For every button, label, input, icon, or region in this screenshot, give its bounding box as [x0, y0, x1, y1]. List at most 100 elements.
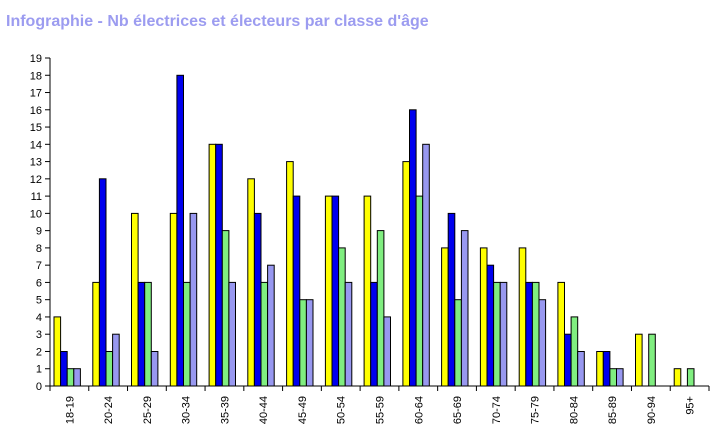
x-tick-label-95+: 95+ — [685, 396, 697, 415]
bars-group — [53, 74, 695, 387]
bar-75-79-series-4 — [538, 299, 547, 387]
bar-70-74-series-4 — [499, 281, 508, 387]
bar-80-84-series-3 — [570, 316, 579, 387]
bar-30-34-series-2 — [176, 74, 184, 387]
bar-20-24-series-3 — [105, 351, 114, 387]
bar-25-29-series-1 — [131, 212, 139, 387]
bar-30-34-series-3 — [183, 281, 191, 387]
bar-45-49-series-3 — [299, 299, 307, 387]
bar-90-94-series-3 — [648, 333, 656, 387]
x-tick-label-45-49: 45-49 — [297, 396, 309, 424]
bar-25-29-series-2 — [137, 281, 146, 387]
x-tick-label-85-89: 85-89 — [607, 396, 619, 424]
bar-35-39-series-2 — [215, 143, 223, 387]
bar-45-49-series-2 — [292, 195, 301, 387]
bar-25-29-series-4 — [150, 351, 159, 387]
bar-70-74-series-2 — [486, 264, 495, 387]
bar-35-39-series-1 — [208, 143, 217, 387]
bar-18-19-series-1 — [53, 316, 62, 387]
bar-85-89-series-2 — [602, 351, 611, 387]
bar-55-59-series-1 — [363, 195, 372, 387]
bar-65-69-series-1 — [441, 247, 449, 387]
y-tick-label-6: 6 — [36, 277, 42, 289]
y-tick-label-19: 19 — [30, 53, 42, 65]
y-tick-label-18: 18 — [30, 70, 42, 82]
bar-55-59-series-4 — [383, 316, 391, 387]
bar-60-64-series-2 — [409, 109, 417, 387]
bar-75-79-series-1 — [518, 247, 527, 387]
y-tick-label-9: 9 — [36, 226, 42, 238]
x-tick-label-70-74: 70-74 — [491, 396, 503, 424]
y-tick-label-1: 1 — [36, 364, 42, 376]
x-tick-label-35-39: 35-39 — [219, 396, 231, 424]
x-tick-label-40-44: 40-44 — [258, 396, 270, 424]
y-tick-label-2: 2 — [36, 346, 42, 358]
y-tick-label-13: 13 — [30, 157, 42, 169]
bar-80-84-series-4 — [577, 351, 585, 387]
y-tick-label-10: 10 — [30, 208, 42, 220]
x-tick-label-30-34: 30-34 — [181, 396, 193, 424]
bar-50-54-series-1 — [324, 195, 333, 387]
bar-20-24-series-4 — [112, 333, 120, 387]
x-tick-label-18-19: 18-19 — [64, 396, 76, 424]
y-tick-label-17: 17 — [30, 88, 42, 100]
x-tick-label-65-69: 65-69 — [452, 396, 464, 424]
y-tick-label-14: 14 — [30, 139, 42, 151]
y-tick-label-4: 4 — [36, 312, 42, 324]
bar-20-24-series-1 — [92, 281, 100, 387]
chart-title: Infographie - Nb électrices et électeurs… — [6, 13, 429, 30]
bar-90-94-series-1 — [635, 333, 643, 387]
bar-85-89-series-4 — [616, 368, 624, 387]
x-tick-label-75-79: 75-79 — [530, 396, 542, 424]
x-tick-label-60-64: 60-64 — [413, 396, 425, 424]
bar-70-74-series-3 — [493, 281, 501, 387]
x-tick-label-90-94: 90-94 — [646, 396, 658, 424]
x-tick-label-25-29: 25-29 — [142, 396, 154, 424]
x-tick-label-50-54: 50-54 — [336, 396, 348, 424]
bar-50-54-series-4 — [344, 281, 353, 387]
x-tick-label-20-24: 20-24 — [103, 396, 115, 424]
y-tick-label-16: 16 — [30, 105, 42, 117]
bar-30-34-series-1 — [169, 212, 178, 387]
bar-50-54-series-3 — [338, 247, 346, 387]
y-tick-label-0: 0 — [36, 381, 42, 393]
bar-40-44-series-1 — [247, 178, 255, 387]
bar-65-69-series-3 — [454, 299, 462, 387]
bar-80-84-series-2 — [564, 333, 572, 387]
bar-40-44-series-3 — [260, 281, 269, 387]
y-tick-label-3: 3 — [36, 329, 42, 341]
bar-18-19-series-4 — [73, 368, 81, 387]
bar-18-19-series-3 — [66, 368, 75, 387]
bar-18-19-series-2 — [60, 351, 68, 387]
x-tick-label-55-59: 55-59 — [375, 396, 387, 424]
bar-30-34-series-4 — [189, 212, 198, 387]
bar-55-59-series-2 — [370, 281, 378, 387]
y-tick-label-7: 7 — [36, 260, 42, 272]
y-tick-label-8: 8 — [36, 243, 42, 255]
bar-35-39-series-3 — [221, 230, 230, 387]
bar-55-59-series-3 — [376, 230, 385, 387]
bar-60-64-series-1 — [402, 161, 410, 387]
x-tick-label-80-84: 80-84 — [568, 396, 580, 424]
bar-60-64-series-4 — [422, 143, 430, 387]
bar-75-79-series-2 — [525, 281, 533, 387]
bar-70-74-series-1 — [479, 247, 488, 387]
bar-95+-series-1 — [673, 368, 682, 387]
bar-85-89-series-1 — [596, 351, 604, 387]
y-tick-label-12: 12 — [30, 174, 42, 186]
bar-95+-series-3 — [686, 368, 695, 387]
bar-20-24-series-2 — [98, 178, 107, 387]
bar-40-44-series-2 — [253, 212, 262, 387]
bar-75-79-series-3 — [531, 281, 540, 387]
bar-65-69-series-4 — [460, 230, 469, 387]
bar-45-49-series-1 — [286, 161, 294, 387]
bar-40-44-series-4 — [267, 264, 275, 387]
bar-85-89-series-3 — [609, 368, 618, 387]
y-tick-label-5: 5 — [36, 295, 42, 307]
bar-50-54-series-2 — [331, 195, 340, 387]
bar-45-49-series-4 — [305, 299, 314, 387]
bar-65-69-series-2 — [447, 212, 456, 387]
bar-25-29-series-3 — [144, 281, 152, 387]
